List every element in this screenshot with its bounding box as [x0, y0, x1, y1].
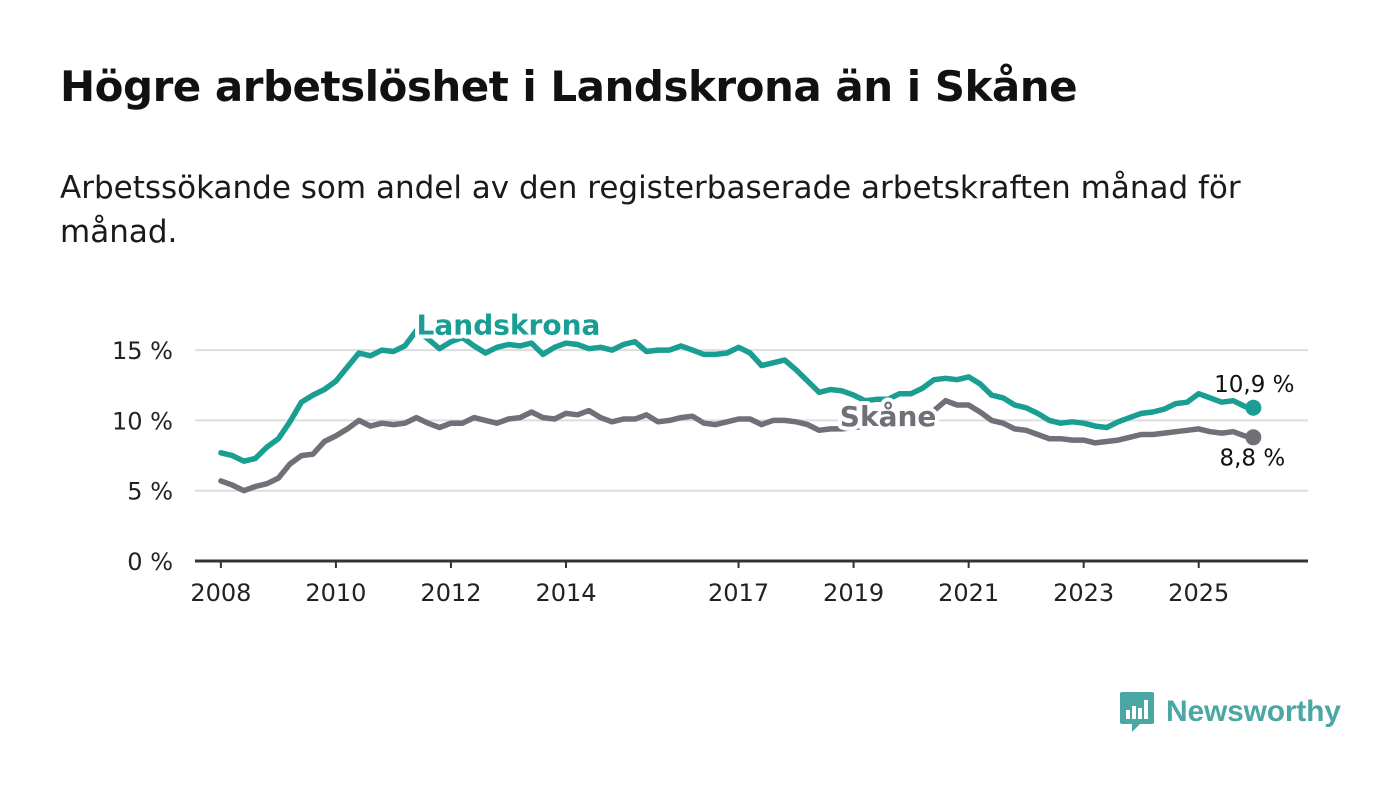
y-tick-label: 5 % [127, 478, 173, 506]
end-value-label: 8,8 % [1219, 445, 1285, 471]
x-tick-label: 2023 [1053, 579, 1114, 607]
x-tick-label: 2010 [305, 579, 366, 607]
y-tick-label: 10 % [112, 407, 173, 435]
brand-logo: Newsworthy [1118, 690, 1341, 734]
y-tick-label: 0 % [127, 548, 173, 576]
x-tick-label: 2021 [938, 579, 999, 607]
y-tick-label: 15 % [112, 337, 173, 365]
series-line-skane [218, 397, 1257, 494]
x-tick-label: 2025 [1168, 579, 1229, 607]
chart-title: Högre arbetslöshet i Landskrona än i Skå… [60, 62, 1078, 111]
newsworthy-logo-icon [1120, 692, 1154, 732]
series-name-label: Skåne [840, 400, 937, 433]
chart-subtitle: Arbetssökande som andel av den registerb… [60, 170, 1241, 250]
x-tick-label: 2019 [823, 579, 884, 607]
x-tick-label: 2012 [420, 579, 481, 607]
x-tick-label: 2017 [708, 579, 769, 607]
x-tick-label: 2008 [190, 579, 251, 607]
end-point-skane [1245, 429, 1262, 446]
series-name-label: Landskrona [417, 309, 601, 342]
x-tick-label: 2014 [535, 579, 596, 607]
end-value-label: 10,9 % [1214, 372, 1294, 398]
end-point-landskrona [1245, 399, 1262, 416]
series-line-landskrona [218, 327, 1257, 464]
brand-name: Newsworthy [1166, 695, 1341, 728]
